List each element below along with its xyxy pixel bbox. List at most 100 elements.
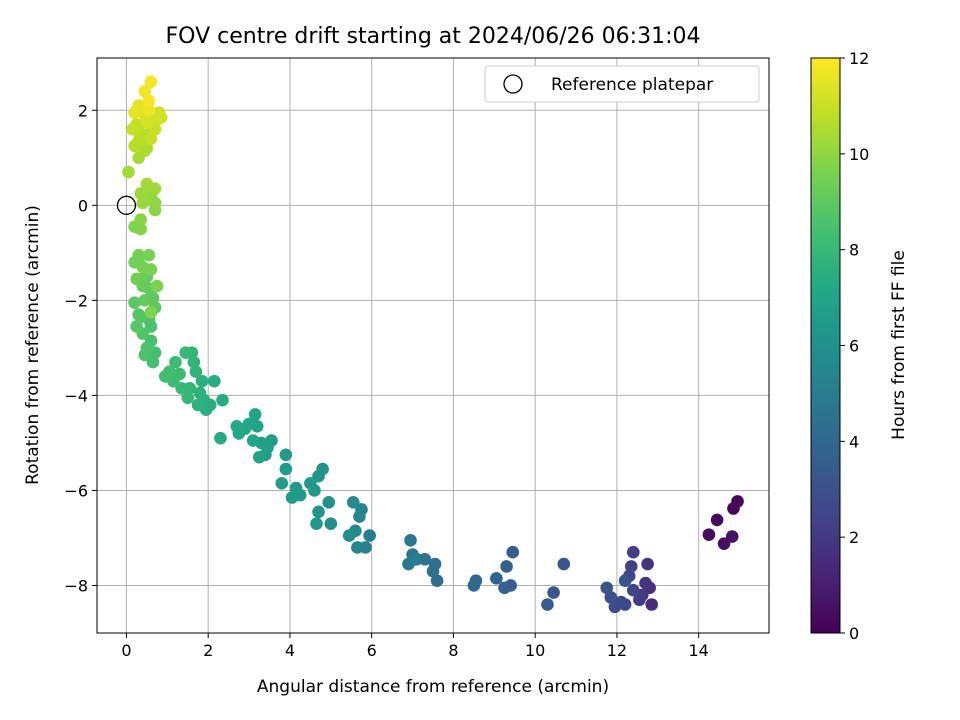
data-point — [179, 346, 193, 359]
data-point — [134, 213, 148, 226]
data-point — [214, 431, 227, 445]
data-point — [304, 477, 317, 490]
data-point — [132, 308, 145, 321]
x-axis-label: Angular distance from reference (arcmin) — [257, 677, 609, 697]
data-point — [134, 130, 148, 143]
colorbar-tick-label: 8 — [849, 241, 859, 260]
data-point — [142, 103, 156, 117]
legend-box — [484, 65, 760, 103]
data-point — [541, 598, 554, 611]
data-point — [351, 541, 364, 554]
data-point — [322, 496, 336, 509]
data-point — [641, 557, 654, 571]
data-point — [346, 496, 360, 509]
data-point — [279, 448, 293, 462]
data-point — [248, 408, 262, 421]
data-point — [727, 502, 740, 515]
x-tick-label: 14 — [689, 641, 709, 660]
colorbar-gradient — [810, 57, 841, 634]
data-point — [710, 513, 724, 527]
data-point — [189, 365, 203, 378]
data-point — [717, 537, 731, 550]
data-point — [490, 572, 503, 585]
data-point — [604, 591, 618, 604]
data-point — [230, 419, 244, 433]
data-point — [128, 139, 141, 153]
data-point — [342, 529, 356, 542]
data-point — [169, 355, 182, 369]
colorbar-ticks: 0 2 4 6 8 10 12 — [840, 49, 869, 643]
colorbar-label: Hours from first FF file — [889, 250, 909, 440]
data-point — [246, 434, 260, 447]
data-point — [138, 348, 152, 362]
data-point — [279, 462, 293, 476]
data-point — [626, 545, 640, 559]
data-point — [144, 132, 158, 146]
x-tick-label: 2 — [203, 641, 213, 660]
data-point — [181, 391, 195, 405]
data-point — [126, 122, 139, 136]
x-axis-ticks: 0 2 4 6 8 10 12 14 — [121, 633, 709, 660]
y-axis-ticks: −8 −6 −4 −2 0 2 — [64, 101, 97, 595]
data-point — [252, 450, 266, 464]
data-point — [363, 529, 376, 542]
y-tick-label: 0 — [78, 196, 88, 215]
colorbar: 0 2 4 6 8 10 12 Hours from first FF file — [810, 49, 909, 643]
data-point — [467, 579, 481, 592]
data-point — [136, 196, 150, 210]
chart-title: FOV centre drift starting at 2024/06/26 … — [166, 24, 701, 49]
data-point — [187, 355, 201, 369]
data-point — [645, 598, 658, 611]
data-point — [633, 593, 646, 607]
data-point — [193, 386, 207, 400]
data-point — [626, 583, 640, 597]
legend: Reference platepar — [484, 65, 760, 103]
data-point — [725, 530, 739, 543]
data-point — [285, 491, 299, 504]
colorbar-tick-label: 4 — [849, 432, 859, 451]
x-tick-label: 8 — [448, 641, 458, 660]
data-point — [310, 517, 323, 531]
x-tick-label: 0 — [121, 641, 131, 660]
data-point — [557, 557, 571, 571]
data-point — [138, 294, 152, 307]
data-point — [506, 545, 520, 559]
data-point — [600, 581, 614, 595]
data-point — [547, 586, 560, 599]
data-point — [142, 94, 156, 108]
plot-background — [97, 58, 769, 633]
y-tick-label: 2 — [78, 101, 88, 120]
data-point — [140, 177, 154, 191]
plot-frame — [96, 57, 770, 634]
data-point — [122, 165, 135, 179]
data-point — [312, 469, 325, 483]
data-point — [132, 248, 145, 262]
data-point — [353, 510, 366, 523]
x-tick-label: 6 — [367, 641, 377, 660]
data-point — [216, 393, 229, 407]
y-tick-label: −4 — [64, 386, 88, 405]
colorbar-tick-label: 2 — [849, 528, 859, 547]
grid-lines — [97, 58, 769, 633]
data-point — [158, 370, 172, 383]
data-point — [500, 560, 513, 573]
data-point — [148, 122, 162, 136]
data-point — [624, 560, 638, 573]
data-point — [289, 481, 303, 495]
data-point — [498, 581, 511, 595]
data-point — [144, 305, 158, 319]
y-tick-label: −8 — [64, 576, 88, 595]
data-point — [408, 553, 421, 566]
data-point — [154, 111, 168, 124]
data-point — [146, 355, 160, 369]
data-point — [144, 75, 158, 89]
colorbar-tick-label: 10 — [849, 145, 869, 164]
data-point — [134, 187, 148, 200]
data-point — [208, 374, 221, 388]
data-point — [138, 84, 152, 98]
y-axis-label: Rotation from reference (arcmin) — [23, 205, 43, 485]
data-point — [324, 517, 338, 531]
data-point — [144, 263, 158, 276]
data-point — [608, 600, 622, 614]
data-point — [128, 296, 141, 310]
